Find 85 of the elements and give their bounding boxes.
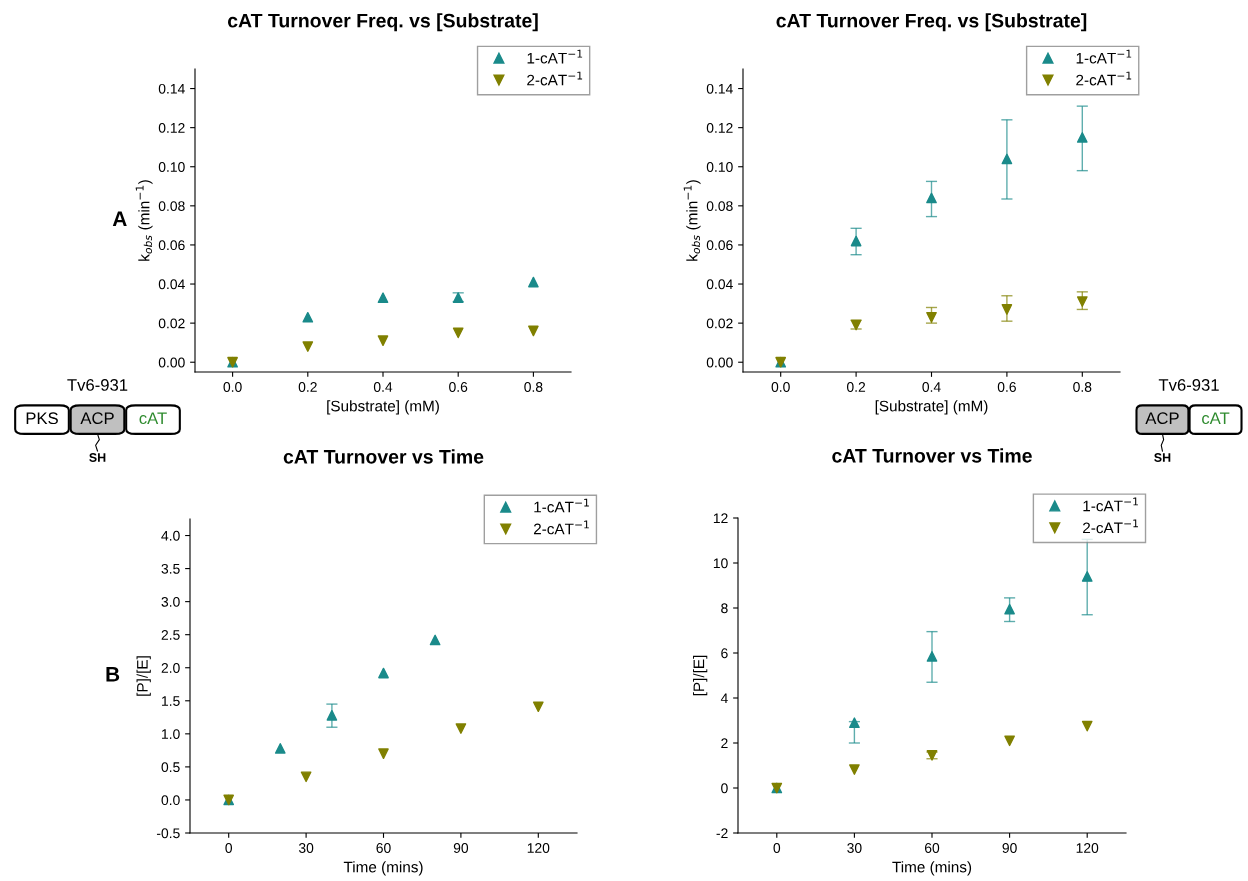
y-tick-label: 6 xyxy=(721,648,728,659)
x-tick-label: 0.8 xyxy=(524,382,543,392)
y-tick-label: 0.14 xyxy=(706,83,733,94)
y-tick-label: 0.0 xyxy=(161,795,180,806)
x-tick-label: 90 xyxy=(1002,843,1017,853)
y-tick-label: 10 xyxy=(713,558,728,569)
y-tick-label: 2.5 xyxy=(161,630,180,640)
y-tick-label: 0.08 xyxy=(706,201,733,212)
y-tick-label: 0.10 xyxy=(158,162,185,172)
legend-label: 2-cAT$^{−1}$ xyxy=(527,71,583,86)
x-tick-label: 90 xyxy=(453,843,469,853)
x-tick-label: 0 xyxy=(225,843,233,853)
y-tick-label: 1.5 xyxy=(162,696,180,706)
y-tick-label: 0.12 xyxy=(158,122,185,133)
x-tick-label: 0.2 xyxy=(298,382,317,392)
x-tick-label: 0.8 xyxy=(1073,382,1092,392)
y-tick-label: 0.14 xyxy=(158,83,185,94)
y-tick-label: 0.02 xyxy=(158,318,185,329)
y-tick-label: 4.0 xyxy=(161,530,180,541)
text: Tv6-931 xyxy=(1158,379,1219,391)
x-tick-label: 60 xyxy=(924,843,940,853)
x-tick-label: 0.4 xyxy=(922,382,941,392)
y-tick-label: 12 xyxy=(713,513,728,524)
x-tick-label: 60 xyxy=(376,843,391,853)
x-tick-label: 120 xyxy=(527,843,550,853)
legend-label: 1-cAT$^{−1}$ xyxy=(534,498,589,513)
y-tick-label: 0.06 xyxy=(706,240,733,251)
y-axis-title: [P]/[E] xyxy=(136,656,151,696)
x-axis-title: [Substrate] (mM) xyxy=(327,400,439,415)
y-tick-label: 0.06 xyxy=(158,240,185,251)
chart-title: cAT Turnover vs Time xyxy=(832,448,1032,463)
y-tick-label: 1.0 xyxy=(162,729,180,740)
text: ACP xyxy=(80,412,114,425)
y-tick-label: 0.08 xyxy=(158,201,185,212)
text: Tv6-931 xyxy=(67,379,128,391)
y-tick-label: 0.04 xyxy=(158,279,185,290)
legend-label: 1-cAT$^{−1}$ xyxy=(1083,497,1138,512)
x-tick-label: 0.2 xyxy=(846,382,866,392)
text: PKS xyxy=(26,412,58,425)
y-tick-label: -2 xyxy=(716,828,728,839)
chart-title: cAT Turnover vs Time xyxy=(283,449,484,464)
text: SH xyxy=(1154,453,1171,462)
y-tick-label: 0.04 xyxy=(706,279,733,290)
x-tick-label: 30 xyxy=(298,843,314,853)
y-axis-title: [P]/[E] xyxy=(693,655,708,696)
x-tick-label: 0.4 xyxy=(373,382,393,392)
text: SH xyxy=(89,453,106,462)
x-axis-title: [Substrate] (mM) xyxy=(875,400,988,415)
legend-label: 1-cAT$^{−1}$ xyxy=(1076,49,1132,64)
y-axis-title: k$_{obs}$ (min$^{−1}$) xyxy=(135,180,153,261)
y-tick-label: 0.12 xyxy=(706,122,733,133)
y-tick-label: 3.0 xyxy=(161,596,180,607)
y-tick-label: 8 xyxy=(721,603,728,614)
legend-label: 2-cAT$^{−1}$ xyxy=(1076,71,1132,86)
y-tick-label: 0.00 xyxy=(706,357,733,368)
text: A xyxy=(112,211,127,226)
text: cAT xyxy=(139,412,167,425)
y-tick-label: 4 xyxy=(720,693,728,704)
legend-label: 2-cAT$^{−1}$ xyxy=(1083,519,1138,534)
x-tick-label: 0 xyxy=(773,843,781,853)
text: B xyxy=(106,667,120,682)
text: ACP xyxy=(1145,412,1179,425)
y-tick-label: 0.00 xyxy=(158,357,185,368)
y-tick-label: 0 xyxy=(721,783,728,794)
x-tick-label: 0.6 xyxy=(449,382,468,392)
x-axis-title: Time (mins) xyxy=(343,861,423,876)
chart-title: cAT Turnover Freq. vs [Substrate] xyxy=(776,13,1087,32)
x-tick-label: 0.0 xyxy=(771,382,790,392)
y-tick-label: 0.02 xyxy=(706,318,733,329)
legend-label: 1-cAT$^{−1}$ xyxy=(527,49,583,64)
x-tick-label: 30 xyxy=(847,843,862,853)
x-tick-label: 120 xyxy=(1076,843,1099,853)
y-tick-label: 0.10 xyxy=(706,162,733,172)
y-tick-label: 3.5 xyxy=(161,563,180,574)
x-tick-label: 0.0 xyxy=(223,382,242,392)
y-axis-title: k$_{obs}$ (min$^{−1}$) xyxy=(683,180,701,261)
y-tick-label: -0.5 xyxy=(156,828,180,839)
y-tick-label: 0.5 xyxy=(161,762,180,773)
y-tick-label: 2.0 xyxy=(161,663,180,673)
chart-title: cAT Turnover Freq. vs [Substrate] xyxy=(228,13,538,32)
legend-label: 2-cAT$^{−1}$ xyxy=(533,520,589,535)
text: cAT xyxy=(1202,412,1230,425)
y-tick-label: 2 xyxy=(721,738,728,749)
x-axis-title: Time (mins) xyxy=(892,861,972,876)
x-tick-label: 0.6 xyxy=(997,382,1016,392)
